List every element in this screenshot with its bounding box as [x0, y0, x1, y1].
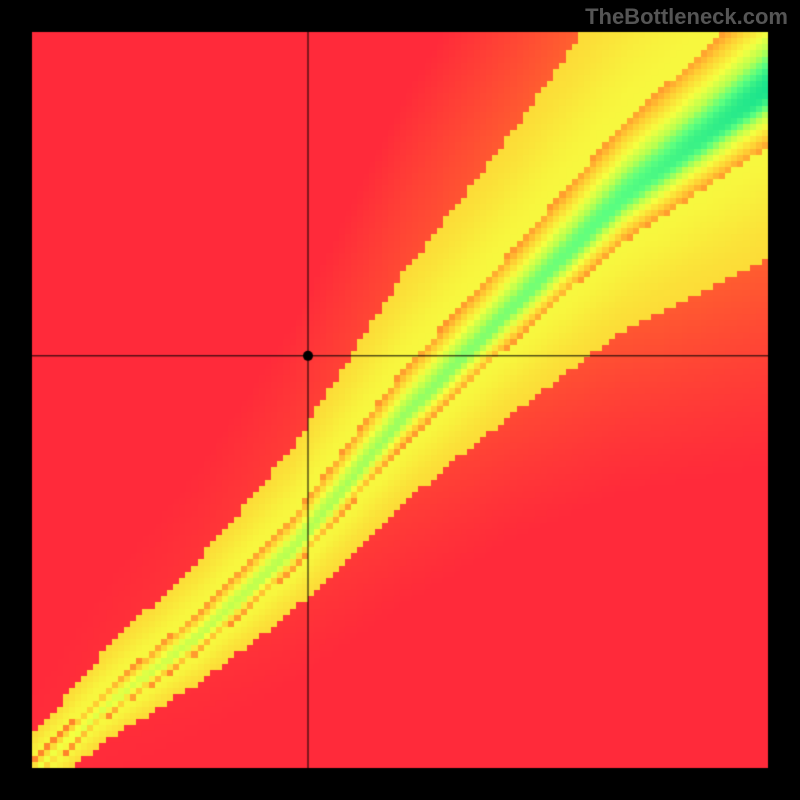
watermark-text: TheBottleneck.com	[585, 4, 788, 30]
chart-container: TheBottleneck.com	[0, 0, 800, 800]
heatmap-canvas	[0, 0, 800, 800]
